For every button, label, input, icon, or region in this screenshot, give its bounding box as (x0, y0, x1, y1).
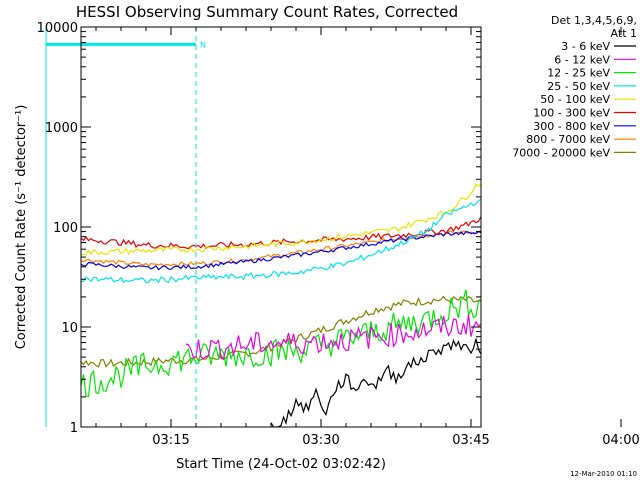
y-tick-label: 100 (53, 221, 78, 236)
x-tick-label: 03:15 (152, 433, 189, 448)
x-axis-label: Start Time (24-Oct-02 03:02:42) (176, 457, 386, 472)
legend-header-line-1: Det 1,3,4,5,6,9, (551, 14, 637, 27)
series-line (81, 230, 481, 267)
x-tick-label: 03:45 (452, 433, 489, 448)
legend-label: 7000 - 20000 keV (512, 146, 610, 159)
y-axis-label: Corrected Count Rate (s⁻¹ detector⁻¹) (14, 105, 29, 350)
legend-label: 3 - 6 keV (561, 40, 610, 53)
chart-title: HESSI Observing Summary Count Rates, Cor… (76, 3, 458, 21)
x-tick-label: 04:00 (602, 433, 639, 448)
y-tick-label: 10 (61, 321, 78, 336)
legend-label: 25 - 50 keV (547, 80, 610, 93)
legend-label: 300 - 800 keV (533, 120, 610, 133)
series-line (81, 182, 481, 256)
series-line (270, 338, 481, 427)
legend-label: 100 - 300 keV (533, 107, 610, 120)
x-tick-label: 03:30 (302, 433, 339, 448)
legend-label: 800 - 7000 keV (526, 133, 610, 146)
plot-frame (80, 26, 482, 428)
y-tick-label: 10000 (37, 21, 78, 36)
y-tick-label: 1000 (45, 121, 78, 136)
legend-header-line-2: Att 1 (611, 27, 637, 40)
y-tick-label: 1 (70, 421, 78, 436)
legend-label: 12 - 25 keV (547, 67, 610, 80)
series-line (81, 198, 481, 284)
series-line (185, 314, 481, 360)
series-line (81, 289, 481, 398)
legend-label: 6 - 12 keV (554, 53, 610, 66)
footer-date: 12-Mar-2010 01:10 (570, 470, 637, 478)
series-line (81, 230, 481, 271)
legend-label: 50 - 100 keV (540, 93, 610, 106)
n-marker: N (200, 40, 206, 49)
